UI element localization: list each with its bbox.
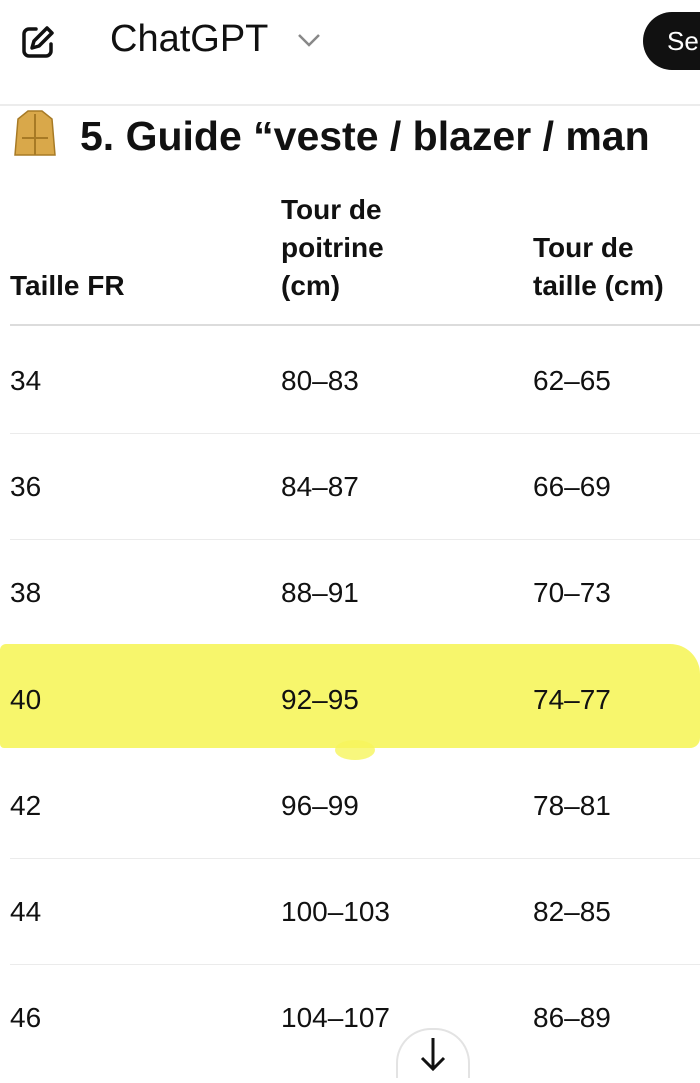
- table-cell: 38: [10, 577, 42, 609]
- table-cell: 66–69: [533, 471, 611, 503]
- column-header-line: Tour de: [281, 194, 382, 225]
- table-cell: 42: [10, 789, 42, 821]
- table-cell: 40: [10, 683, 42, 715]
- table-cell: 80–83: [281, 365, 359, 396]
- new-chat-icon[interactable]: [18, 22, 58, 62]
- coat-icon: [14, 110, 56, 156]
- table-cell: 36: [10, 471, 42, 503]
- table-cell: 88–91: [281, 577, 359, 609]
- column-header: Tour de taille (cm): [533, 229, 664, 305]
- table-cell: 78–81: [533, 789, 611, 821]
- table-cell: 46: [10, 1002, 42, 1034]
- table-cell: 100–103: [281, 896, 391, 927]
- section-title: 5. Guide “veste / blazer / man: [80, 113, 650, 159]
- top-bar: ChatGPT Se: [0, 0, 700, 104]
- row-divider: [10, 964, 700, 965]
- share-button[interactable]: Se: [643, 12, 700, 70]
- table-cell: 74–77: [533, 683, 611, 715]
- arrow-down-icon: [420, 1038, 446, 1072]
- row-divider: [10, 433, 700, 434]
- column-header-line: taille (cm): [533, 270, 664, 301]
- table-cell: 62–65: [533, 365, 611, 396]
- divider: [0, 104, 700, 106]
- row-divider: [10, 857, 700, 859]
- table-cell: 70–73: [533, 577, 611, 609]
- row-highlight-smudge: [335, 740, 375, 760]
- scroll-down-button[interactable]: [396, 1028, 470, 1078]
- section-heading: 5. Guide “veste / blazer / man: [10, 108, 650, 160]
- table-cell: 44: [10, 896, 42, 927]
- column-header-line: (cm): [281, 270, 341, 301]
- table-cell: 82–85: [533, 896, 611, 927]
- table-cell: 96–99: [281, 789, 359, 821]
- header-divider: [10, 324, 700, 326]
- table-cell: 104–107: [281, 1002, 391, 1034]
- row-divider: [10, 539, 700, 541]
- column-header-line: Taille FR: [10, 270, 125, 301]
- row-highlight: [0, 644, 700, 748]
- table-cell: 92–95: [281, 683, 359, 715]
- table-cell: 84–87: [281, 471, 359, 503]
- column-header-line: poitrine: [281, 232, 384, 263]
- chevron-down-icon[interactable]: [296, 30, 322, 50]
- column-header: Taille FR: [10, 267, 125, 305]
- column-header: Tour de poitrine (cm): [281, 191, 384, 305]
- column-header-line: Tour de: [533, 232, 634, 263]
- table-cell: 86–89: [533, 1002, 611, 1034]
- model-selector[interactable]: ChatGPT: [110, 18, 269, 60]
- table-cell: 34: [10, 365, 42, 396]
